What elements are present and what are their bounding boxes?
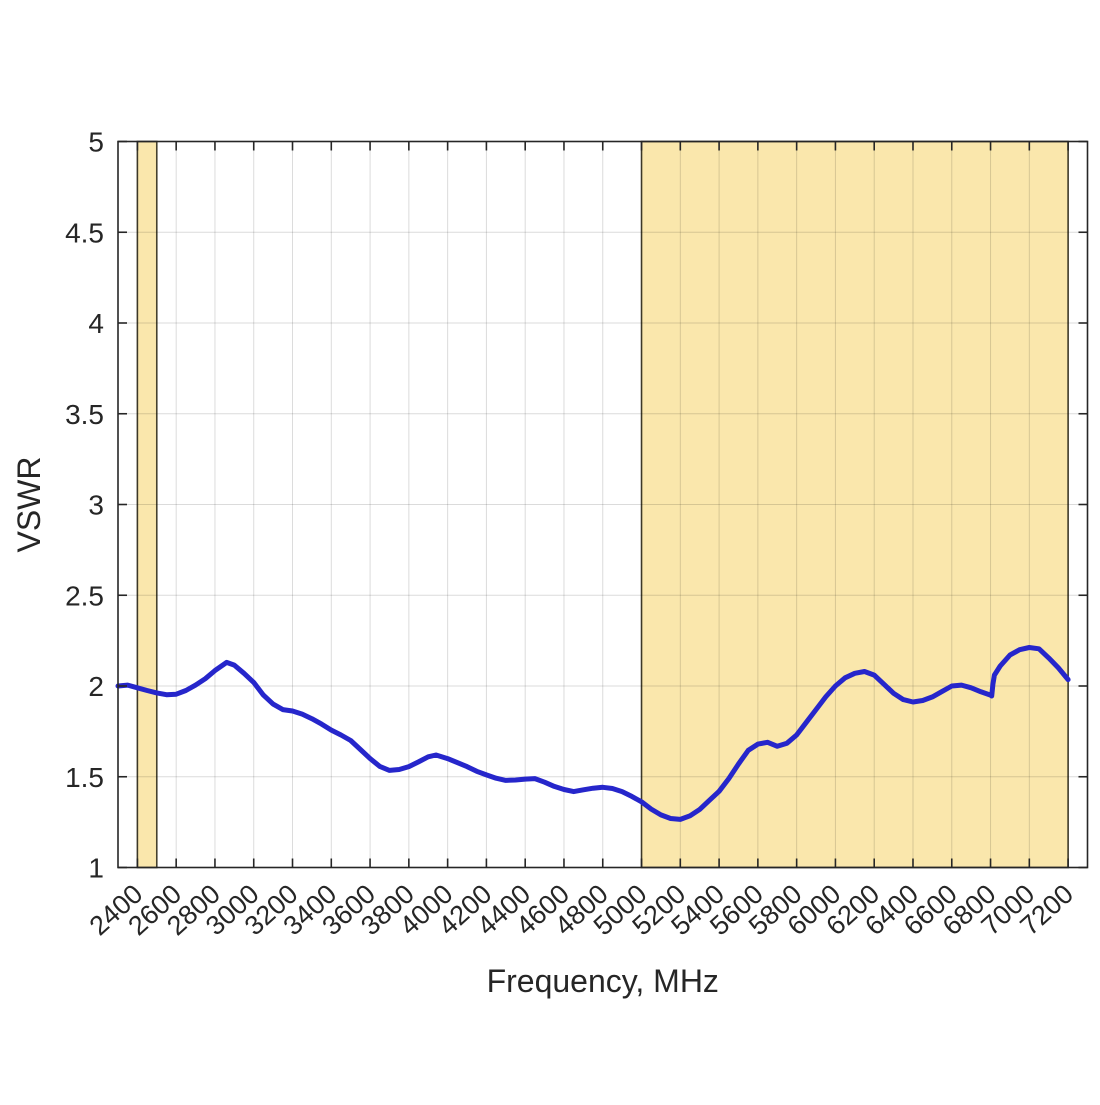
vswr-curve bbox=[115, 645, 1071, 822]
y-tick-label: 3 bbox=[88, 490, 104, 521]
y-tick-label: 2 bbox=[88, 671, 104, 702]
y-tick-label: 1 bbox=[88, 853, 104, 884]
y-axis-title: VSWR bbox=[11, 457, 47, 553]
y-tick-label: 4.5 bbox=[65, 217, 104, 248]
y-tick-label: 5 bbox=[88, 127, 104, 158]
y-tick-label: 1.5 bbox=[65, 762, 104, 793]
y-tick-label: 4 bbox=[88, 308, 104, 339]
x-axis-title: Frequency, MHz bbox=[487, 963, 719, 999]
y-tick-label: 2.5 bbox=[65, 580, 104, 611]
band-5000-7200-MHz bbox=[640, 140, 1069, 869]
y-tick-label: 3.5 bbox=[65, 399, 104, 430]
